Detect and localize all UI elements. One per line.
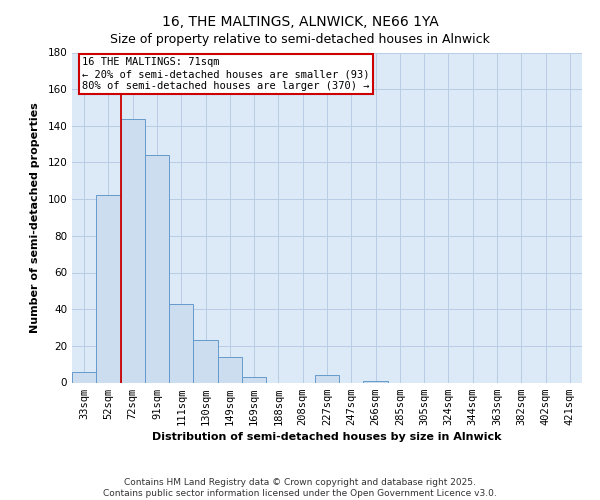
Bar bbox=[364, 380, 388, 382]
Text: Size of property relative to semi-detached houses in Alnwick: Size of property relative to semi-detach… bbox=[110, 32, 490, 46]
Bar bbox=[121, 118, 145, 382]
Bar bbox=[169, 304, 193, 382]
Text: Contains HM Land Registry data © Crown copyright and database right 2025.
Contai: Contains HM Land Registry data © Crown c… bbox=[103, 478, 497, 498]
Bar bbox=[145, 155, 169, 382]
Bar bbox=[72, 372, 96, 382]
X-axis label: Distribution of semi-detached houses by size in Alnwick: Distribution of semi-detached houses by … bbox=[152, 432, 502, 442]
Bar bbox=[193, 340, 218, 382]
Bar bbox=[315, 375, 339, 382]
Text: 16 THE MALTINGS: 71sqm
← 20% of semi-detached houses are smaller (93)
80% of sem: 16 THE MALTINGS: 71sqm ← 20% of semi-det… bbox=[82, 58, 370, 90]
Bar bbox=[242, 377, 266, 382]
Bar bbox=[218, 357, 242, 382]
Y-axis label: Number of semi-detached properties: Number of semi-detached properties bbox=[31, 102, 40, 333]
Bar bbox=[96, 196, 121, 382]
Text: 16, THE MALTINGS, ALNWICK, NE66 1YA: 16, THE MALTINGS, ALNWICK, NE66 1YA bbox=[161, 15, 439, 29]
